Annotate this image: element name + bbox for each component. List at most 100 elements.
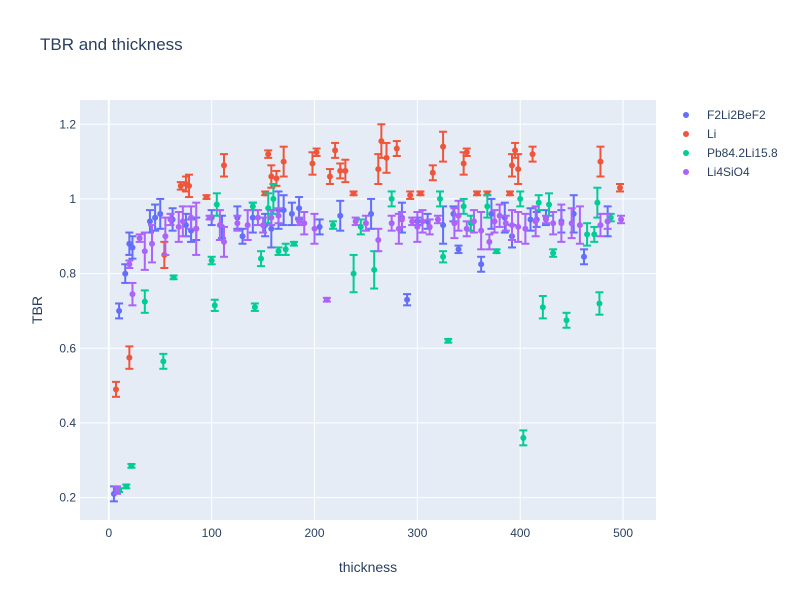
data-point[interactable] [213, 201, 220, 208]
data-point[interactable] [546, 201, 553, 208]
data-point[interactable] [249, 214, 256, 221]
data-point[interactable] [542, 216, 549, 223]
data-point[interactable] [273, 175, 280, 182]
data-point[interactable] [179, 218, 186, 225]
data-point[interactable] [126, 261, 133, 268]
data-point[interactable] [149, 240, 155, 247]
data-point[interactable] [474, 190, 481, 197]
data-point[interactable] [146, 218, 153, 225]
data-point[interactable] [517, 195, 524, 202]
data-point[interactable] [268, 225, 275, 232]
data-point[interactable] [429, 169, 436, 176]
data-point[interactable] [122, 270, 129, 277]
data-point[interactable] [604, 218, 611, 225]
data-point[interactable] [275, 248, 282, 255]
data-point[interactable] [404, 296, 411, 303]
data-point[interactable] [136, 235, 143, 242]
data-point[interactable] [434, 216, 441, 223]
data-point[interactable] [388, 195, 395, 202]
data-point[interactable] [175, 223, 182, 230]
data-point[interactable] [451, 220, 458, 227]
data-point[interactable] [251, 304, 258, 311]
data-point[interactable] [509, 222, 515, 229]
data-point[interactable] [398, 216, 405, 223]
data-point[interactable] [414, 223, 421, 230]
data-point[interactable] [618, 216, 625, 223]
data-point[interactable] [535, 199, 542, 206]
data-point[interactable] [113, 386, 119, 393]
data-point[interactable] [375, 166, 382, 173]
data-point[interactable] [282, 246, 289, 253]
data-point[interactable] [162, 233, 169, 240]
data-point[interactable] [114, 487, 121, 494]
data-point[interactable] [177, 182, 184, 189]
data-point[interactable] [260, 222, 267, 229]
data-point[interactable] [268, 214, 275, 221]
data-point[interactable] [450, 210, 457, 217]
data-point[interactable] [522, 225, 529, 232]
data-point[interactable] [126, 354, 133, 361]
data-point[interactable] [234, 220, 241, 227]
data-point[interactable] [529, 151, 536, 158]
data-point[interactable] [239, 233, 246, 240]
data-point[interactable] [478, 261, 485, 268]
data-point[interactable] [160, 358, 167, 365]
data-point[interactable] [550, 250, 557, 257]
data-point[interactable] [167, 216, 174, 223]
data-point[interactable] [486, 238, 493, 245]
data-point[interactable] [512, 147, 519, 154]
data-point[interactable] [244, 222, 251, 229]
data-point[interactable] [407, 192, 414, 199]
data-point[interactable] [488, 210, 495, 217]
data-point[interactable] [509, 162, 515, 169]
data-point[interactable] [563, 317, 570, 324]
data-point[interactable] [491, 218, 498, 225]
data-point[interactable] [332, 147, 339, 154]
data-point[interactable] [383, 154, 390, 161]
data-point[interactable] [128, 462, 135, 469]
legend-item[interactable]: Li4SiO4 [683, 165, 750, 179]
data-point[interactable] [152, 214, 159, 221]
data-point[interactable] [539, 304, 546, 311]
data-point[interactable] [206, 214, 213, 221]
data-point[interactable] [597, 158, 604, 165]
data-point[interactable] [129, 291, 136, 298]
data-point[interactable] [254, 214, 261, 221]
data-point[interactable] [311, 225, 318, 232]
data-point[interactable] [221, 238, 227, 245]
data-point[interactable] [193, 225, 200, 232]
data-point[interactable] [288, 210, 295, 217]
data-point[interactable] [393, 145, 400, 152]
data-point[interactable] [460, 203, 467, 210]
data-point[interactable] [558, 220, 565, 227]
data-point[interactable] [352, 218, 359, 225]
data-point[interactable] [409, 218, 416, 225]
data-point[interactable] [203, 194, 210, 201]
data-point[interactable] [550, 220, 557, 227]
data-point[interactable] [141, 248, 148, 255]
data-point[interactable] [350, 190, 357, 197]
data-point[interactable] [596, 300, 603, 307]
data-point[interactable] [342, 167, 349, 174]
data-point[interactable] [375, 237, 382, 243]
data-point[interactable] [221, 162, 227, 169]
data-point[interactable] [337, 212, 344, 219]
legend-item[interactable]: Pb84.2Li15.8 [683, 146, 778, 160]
data-point[interactable] [371, 266, 378, 273]
data-point[interactable] [316, 223, 323, 230]
data-point[interactable] [617, 184, 623, 191]
data-point[interactable] [584, 231, 591, 238]
data-point[interactable] [478, 227, 485, 234]
data-point[interactable] [527, 216, 534, 223]
data-point[interactable] [484, 203, 491, 210]
data-point[interactable] [502, 220, 509, 227]
data-point[interactable] [290, 240, 297, 247]
data-point[interactable] [417, 190, 424, 197]
data-point[interactable] [455, 246, 462, 253]
data-point[interactable] [211, 302, 218, 309]
data-point[interactable] [437, 195, 443, 202]
data-point[interactable] [275, 212, 282, 219]
data-point[interactable] [170, 274, 177, 281]
data-point[interactable] [249, 203, 256, 210]
data-point[interactable] [515, 223, 522, 230]
